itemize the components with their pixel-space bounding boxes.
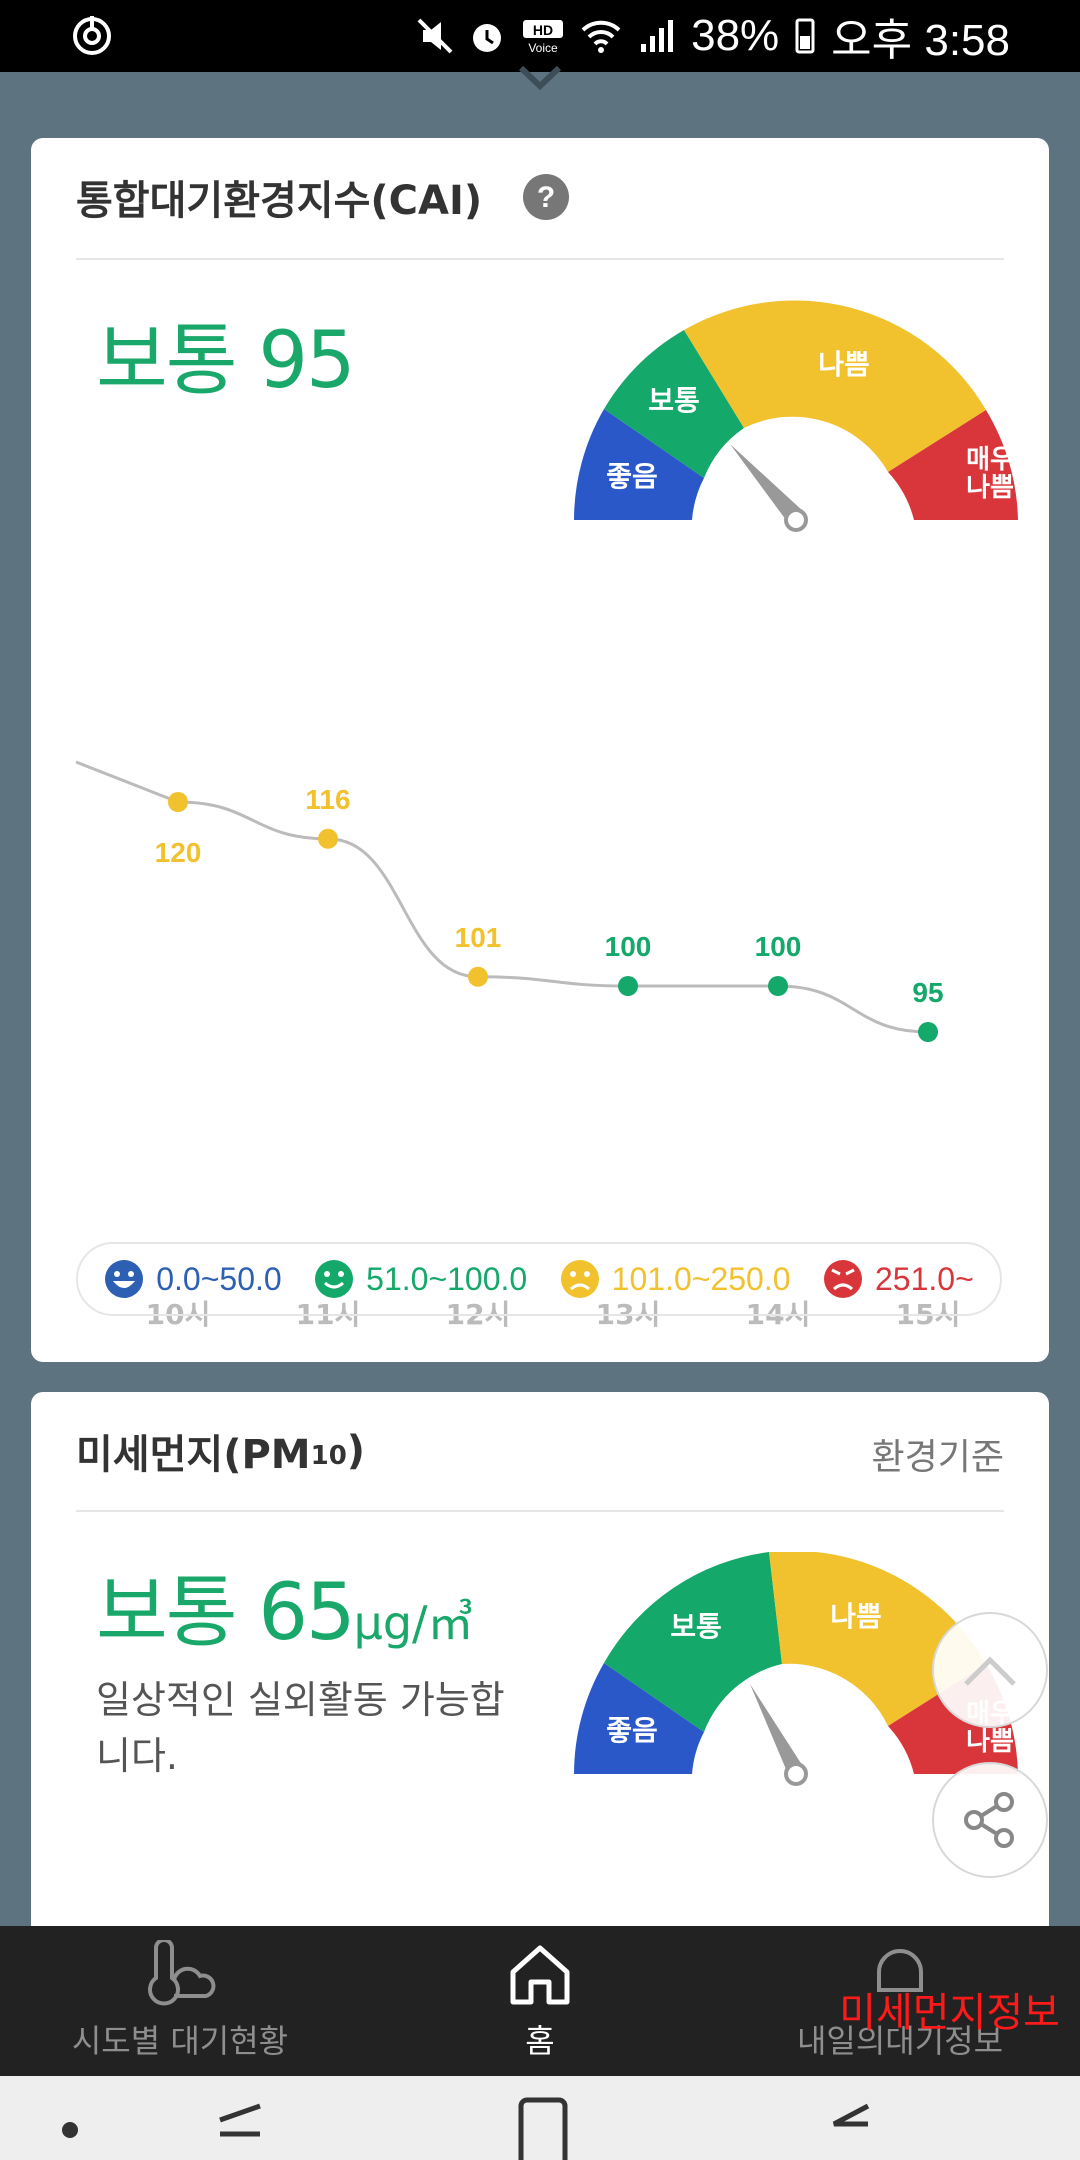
chevron-up-icon (964, 1656, 1016, 1686)
gauge-normal-segment (604, 330, 744, 478)
data-point (918, 1022, 938, 1042)
bell-icon (877, 1949, 923, 1992)
data-label: 95 (912, 977, 943, 1008)
nav-item-home[interactable]: 홈 (400, 1926, 680, 2076)
nav-item-tomorrow[interactable]: 내일의대기정보 (760, 1926, 1040, 2076)
card-title: 통합대기환경지수(CAI) ? (76, 168, 570, 226)
data-label: 120 (155, 837, 202, 868)
clock: 오후 3:58 (831, 16, 1010, 65)
pm-description: 일상적인 실외활동 가능합니다. (96, 1678, 505, 1778)
home-button-icon[interactable] (515, 2090, 571, 2160)
data-point (618, 976, 638, 996)
home-icon (510, 1945, 570, 2005)
wifi-icon (581, 20, 621, 53)
data-label: 116 (305, 784, 350, 815)
bottom-navigation: 시도별 대기현황 홈 내일의대기정보 (0, 1926, 1080, 2076)
card-title: 미세먼지(PM 10) (76, 1428, 366, 1478)
legend-item: 51.0~100.0 (314, 1259, 527, 1299)
legend-range: 101.0~250.0 (611, 1260, 791, 1297)
standard-link[interactable]: 환경기준 (871, 1437, 1004, 1478)
cai-gauge: 좋음 보통 나쁨 매우 나쁨 (574, 300, 1018, 532)
scroll-top-button[interactable] (932, 1612, 1048, 1728)
legend-range: 51.0~100.0 (366, 1260, 528, 1297)
svg-text:?: ? (537, 181, 555, 214)
recent-apps-icon[interactable] (210, 2090, 270, 2160)
cai-legend: 0.0~50.0 51.0~100.0 101.0~250.0 251.0~ (76, 1242, 1002, 1316)
system-navigation-bar (0, 2076, 1080, 2160)
dot-icon[interactable] (60, 2098, 80, 2138)
mute-icon (417, 18, 453, 54)
cai-card: 통합대기환경지수(CAI) ? 보통 95 좋음 보통 나쁨 매우 나쁨 120 1… (31, 138, 1049, 1362)
gauge-pivot (784, 1762, 808, 1786)
divider (76, 258, 1004, 260)
sync-icon (73, 16, 111, 55)
back-icon[interactable] (818, 2090, 878, 2160)
pm10-card: 미세먼지(PM 10) 환경기준 보통 65μg/㎥ 일상적인 실외활동 가능합니… (31, 1392, 1049, 1952)
gauge-pivot (784, 508, 808, 532)
pm-status-value: 보통 65μg/㎥ (96, 1568, 474, 1658)
gauge-label-bad: 나쁨 (818, 348, 870, 381)
thermometer-cloud-icon (148, 1940, 216, 2006)
very-happy-face-icon (105, 1260, 144, 1298)
share-icon (964, 1792, 1014, 1848)
legend-item: 101.0~250.0 (560, 1259, 791, 1299)
gauge-bad-segment (684, 300, 986, 472)
gauge-needle (730, 444, 804, 520)
gauge-needle (750, 1684, 804, 1774)
hd-voice-icon: HD Voice (523, 20, 564, 55)
data-label: 100 (755, 931, 802, 962)
help-icon[interactable]: ? (522, 173, 570, 221)
watermark-label: 미세먼지정보 (839, 1990, 1060, 2036)
sad-face-icon (560, 1260, 599, 1298)
gauge-bad-segment (769, 1552, 986, 1726)
legend-item: 0.0~50.0 (104, 1259, 282, 1299)
angry-face-icon (823, 1260, 862, 1298)
status-bar: HD Voice 38% 오후 3:58 (0, 0, 1080, 72)
gauge-label-good: 좋음 (606, 460, 658, 493)
battery-percent: 38% (691, 11, 780, 60)
data-point (768, 976, 788, 996)
series-line (75, 760, 929, 1034)
data-point (318, 828, 338, 849)
cai-status-value: 보통 95 (96, 316, 356, 406)
gauge-very-bad-segment (888, 410, 1018, 520)
svg-text:HD: HD (533, 22, 553, 38)
gauge-good-segment (574, 409, 704, 520)
gauge-good-segment (574, 1663, 704, 1774)
data-label: 101 (455, 922, 502, 953)
battery-icon (795, 18, 815, 54)
legend-item: 251.0~ (823, 1259, 974, 1299)
data-label: 100 (605, 931, 652, 962)
gauge-label-normal: 보통 (670, 1610, 722, 1643)
share-button[interactable] (932, 1762, 1048, 1878)
legend-range: 251.0~ (874, 1260, 974, 1297)
smile-face-icon (315, 1260, 354, 1298)
chevron-down-icon[interactable] (517, 66, 563, 90)
gauge-normal-segment (604, 1552, 782, 1732)
divider (76, 1510, 1004, 1512)
svg-text:Voice: Voice (528, 41, 558, 55)
data-point (168, 792, 188, 812)
legend-range: 0.0~50.0 (156, 1260, 282, 1297)
gauge-label-normal: 보통 (648, 384, 700, 417)
signal-icon (641, 20, 674, 52)
gauge-label-good: 좋음 (606, 1714, 658, 1747)
data-point (468, 966, 488, 987)
gauge-label-bad: 나쁨 (830, 1600, 882, 1633)
nav-item-regional[interactable]: 시도별 대기현황 (40, 1926, 320, 2076)
alarm-icon (473, 24, 502, 52)
